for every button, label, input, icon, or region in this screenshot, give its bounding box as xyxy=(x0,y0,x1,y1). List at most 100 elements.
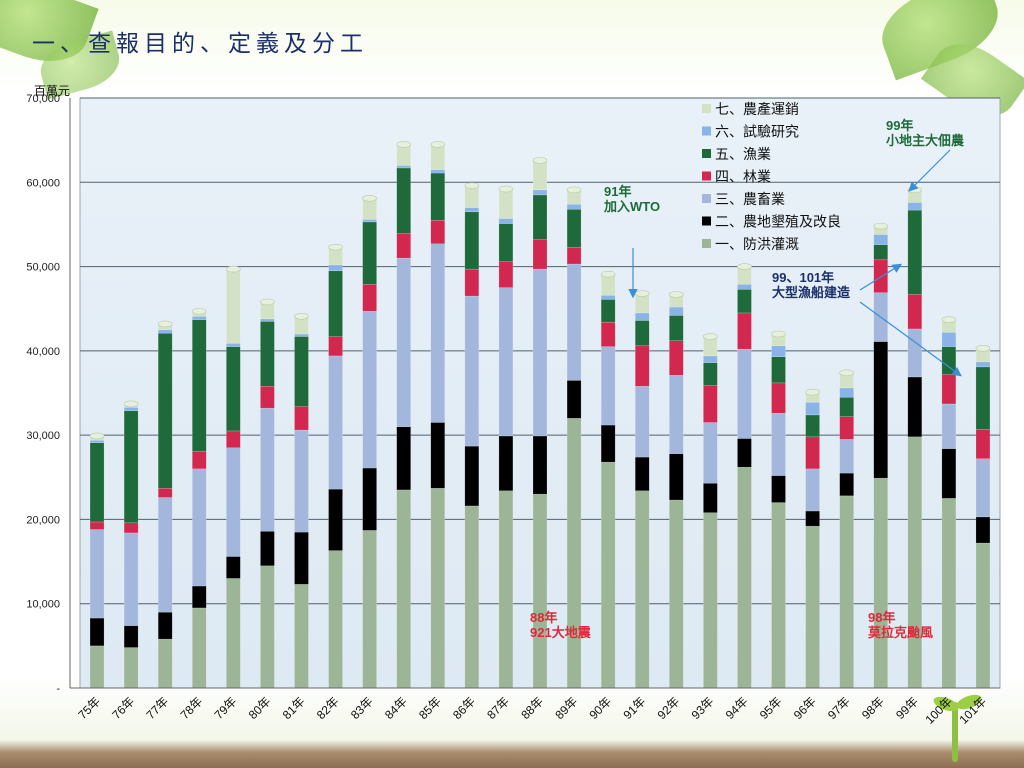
bar-segment xyxy=(294,333,309,337)
bar-stack xyxy=(430,141,446,689)
bar-segment xyxy=(294,336,309,407)
bar-cap xyxy=(805,388,820,396)
bar-cap xyxy=(430,141,446,148)
bar-cap xyxy=(362,195,377,202)
bar-stack xyxy=(532,157,548,689)
bar-segment xyxy=(839,416,854,440)
x-tick-label: 91年 xyxy=(621,694,649,722)
annotation-text: 小地主大佃農 xyxy=(886,133,965,148)
legend-label: 七、農產運銷 xyxy=(715,101,799,117)
bar-cap xyxy=(703,333,718,340)
bar-segment xyxy=(192,468,207,587)
annotation-text: 88年 xyxy=(530,610,557,625)
bar-segment xyxy=(532,160,548,191)
bar-segment xyxy=(669,340,684,376)
bar-segment xyxy=(226,268,241,344)
bar-cap xyxy=(396,141,412,148)
y-tick-label: 10,000 xyxy=(26,599,60,611)
bar-segment xyxy=(396,257,411,427)
bar-segment xyxy=(260,565,275,689)
bar-stack xyxy=(737,263,752,689)
bar-segment xyxy=(123,410,139,524)
annotation-text: 99年 xyxy=(886,118,913,133)
bar-segment xyxy=(328,336,343,357)
bar-stack xyxy=(703,333,718,689)
bar-segment xyxy=(600,346,616,426)
bar-segment xyxy=(975,361,991,368)
bar-segment xyxy=(226,556,241,579)
bar-segment xyxy=(192,316,207,320)
bar-stack xyxy=(328,243,343,689)
bar-stack xyxy=(600,270,616,689)
legend-swatch xyxy=(702,171,711,181)
bar-segment xyxy=(294,531,309,585)
bar-cap xyxy=(771,330,786,338)
bar-cap xyxy=(532,157,548,164)
y-tick-label: 30,000 xyxy=(26,430,60,442)
bar-segment xyxy=(260,407,275,532)
annotation-arrow xyxy=(859,263,903,291)
x-axis: 75年 76年 77年 78年 79年 80年 81年 82年 83年 84年 85年 86年 87年 8… xyxy=(70,687,1000,727)
bar-segment xyxy=(89,442,105,523)
x-tick-label: 95年 xyxy=(757,694,785,722)
bars xyxy=(89,141,991,689)
bar-segment xyxy=(328,270,343,337)
bar-segment xyxy=(362,221,377,285)
bar-cap xyxy=(89,432,105,440)
bar-segment xyxy=(362,219,377,223)
bar-segment xyxy=(566,380,582,419)
legend-swatch xyxy=(702,194,711,203)
bar-cap xyxy=(975,345,991,352)
bar-segment xyxy=(396,165,411,169)
bar-segment xyxy=(430,243,446,423)
bar-segment xyxy=(771,382,786,414)
bar-segment xyxy=(532,194,548,240)
legend-swatch xyxy=(702,149,711,158)
bar-segment xyxy=(89,521,105,530)
bar-segment xyxy=(907,202,923,211)
x-tick-label: 101年 xyxy=(957,694,990,727)
bar-cap xyxy=(566,186,582,194)
bar-segment xyxy=(634,312,650,321)
bar-stack xyxy=(805,388,820,689)
bar-segment xyxy=(600,294,616,300)
bar-stack xyxy=(396,141,412,689)
bar-cap xyxy=(260,298,275,306)
bar-segment xyxy=(430,219,446,245)
bar-cap xyxy=(191,307,207,315)
slide-title: 一、查報目的、定義及分工 xyxy=(32,31,368,57)
bar-segment xyxy=(362,467,377,531)
bar-segment xyxy=(600,299,616,323)
bar-segment xyxy=(600,321,616,347)
legend-label: 二、農地墾殖及改良 xyxy=(715,214,841,230)
bar-segment xyxy=(839,396,854,417)
bar-segment xyxy=(907,209,923,295)
annotation-text: 莫拉克颱風 xyxy=(867,625,933,640)
bar-segment xyxy=(362,310,377,469)
legend-label: 四、林業 xyxy=(715,169,771,185)
bar-cap xyxy=(600,270,616,278)
bar-segment xyxy=(805,468,820,512)
bar-segment xyxy=(294,406,309,431)
bar-segment xyxy=(157,332,173,489)
bar-segment xyxy=(226,343,241,347)
bar-segment xyxy=(430,169,446,174)
legend-swatch xyxy=(702,104,711,113)
bar-segment xyxy=(839,472,854,497)
annotations: 99年小地主大佃農91年加入WTO99、101年大型漁船建造88年921大地震9… xyxy=(530,118,965,640)
legend-label: 一、防洪灌溉 xyxy=(715,236,799,252)
bar-segment xyxy=(396,489,411,689)
bar-cap xyxy=(328,243,343,251)
bar-segment xyxy=(294,584,309,689)
bar-segment xyxy=(907,436,923,689)
bar-cap xyxy=(498,185,514,193)
bar-segment xyxy=(566,418,582,689)
legend-swatch xyxy=(702,126,711,136)
bar-cap xyxy=(634,290,650,297)
annotation-text: 加入WTO xyxy=(603,199,660,214)
bar-segment xyxy=(839,495,854,689)
bar-segment xyxy=(805,436,820,470)
bar-segment xyxy=(123,532,139,626)
